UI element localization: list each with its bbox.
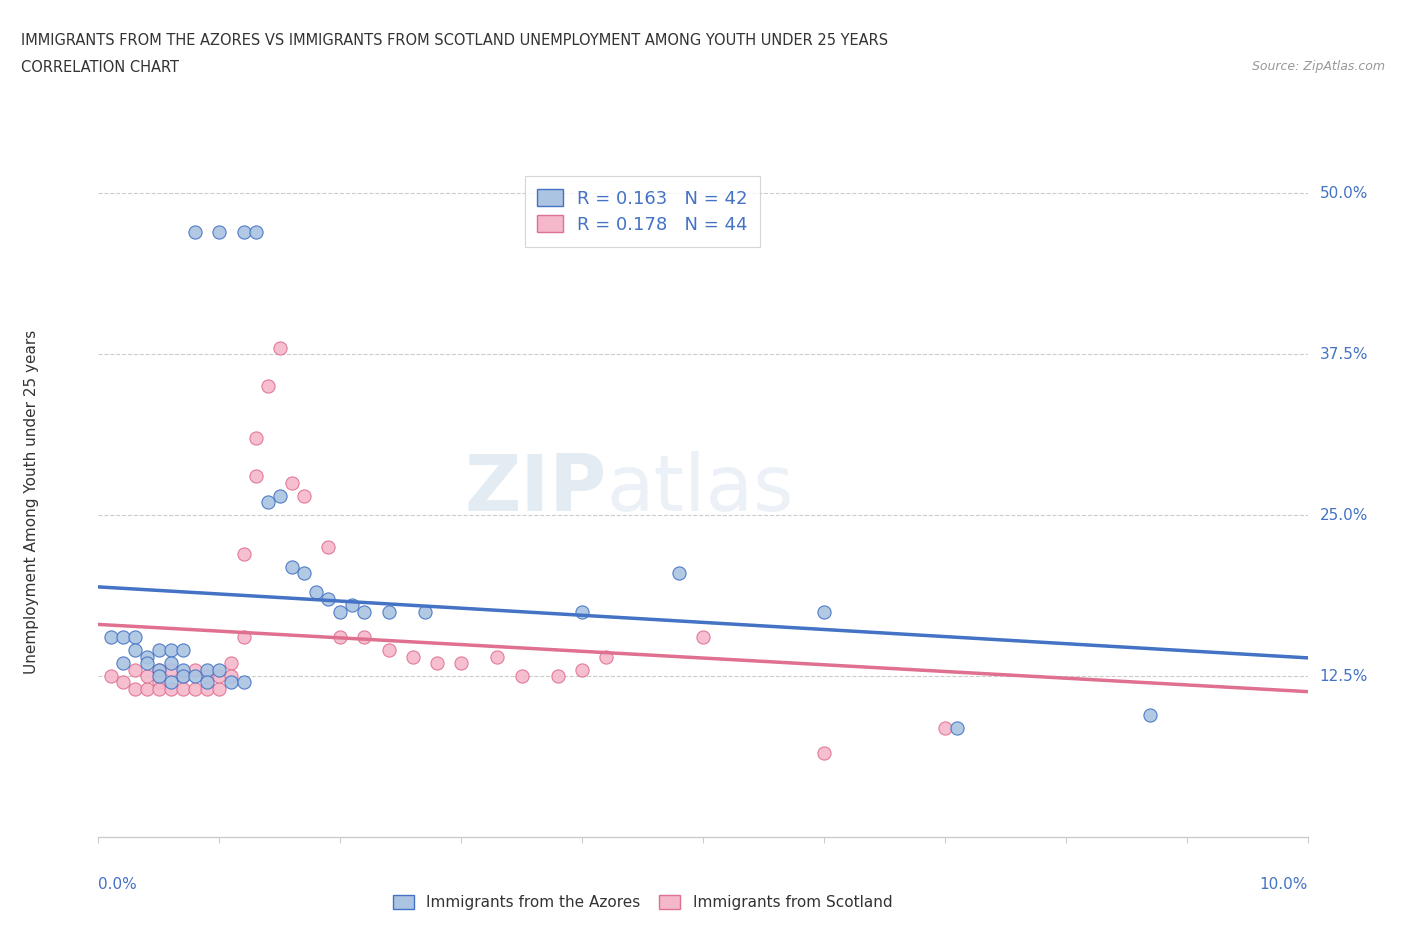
Point	[281, 559, 304, 574]
Text: Unemployment Among Youth under 25 years: Unemployment Among Youth under 25 years	[24, 330, 39, 674]
Point	[148, 675, 170, 690]
Point	[329, 630, 352, 644]
Point	[353, 604, 375, 619]
Point	[813, 604, 835, 619]
Point	[195, 662, 218, 677]
Point	[100, 630, 122, 644]
Point	[232, 224, 254, 239]
Point	[135, 656, 157, 671]
Text: ZIP: ZIP	[464, 451, 606, 526]
Point	[172, 669, 194, 684]
Point	[184, 669, 207, 684]
Text: 37.5%: 37.5%	[1320, 347, 1368, 362]
Point	[305, 585, 328, 600]
Point	[269, 340, 291, 355]
Point	[245, 431, 267, 445]
Point	[195, 675, 218, 690]
Point	[342, 598, 364, 613]
Point	[232, 546, 254, 561]
Point	[486, 649, 509, 664]
Point	[208, 662, 231, 677]
Point	[402, 649, 425, 664]
Point	[111, 656, 134, 671]
Text: 25.0%: 25.0%	[1320, 508, 1368, 523]
Point	[160, 656, 183, 671]
Point	[148, 669, 170, 684]
Point	[195, 682, 218, 697]
Point	[316, 591, 339, 606]
Point	[547, 669, 569, 684]
Point	[124, 662, 146, 677]
Point	[329, 604, 352, 619]
Point	[413, 604, 436, 619]
Point	[172, 662, 194, 677]
Point	[172, 682, 194, 697]
Point	[377, 604, 399, 619]
Point	[160, 643, 183, 658]
Point	[232, 630, 254, 644]
Text: 10.0%: 10.0%	[1260, 877, 1308, 892]
Point	[245, 224, 267, 239]
Point	[124, 643, 146, 658]
Point	[571, 604, 593, 619]
Point	[377, 643, 399, 658]
Point	[595, 649, 617, 664]
Point	[221, 669, 243, 684]
Point	[124, 682, 146, 697]
Point	[208, 669, 231, 684]
Point	[316, 539, 339, 554]
Point	[292, 488, 315, 503]
Point	[450, 656, 472, 671]
Point	[292, 565, 315, 580]
Point	[426, 656, 449, 671]
Text: Source: ZipAtlas.com: Source: ZipAtlas.com	[1251, 60, 1385, 73]
Point	[510, 669, 533, 684]
Point	[256, 495, 278, 510]
Point	[184, 662, 207, 677]
Point	[148, 682, 170, 697]
Point	[208, 682, 231, 697]
Legend: Immigrants from the Azores, Immigrants from Scotland: Immigrants from the Azores, Immigrants f…	[387, 889, 898, 916]
Text: 0.0%: 0.0%	[98, 877, 138, 892]
Text: IMMIGRANTS FROM THE AZORES VS IMMIGRANTS FROM SCOTLAND UNEMPLOYMENT AMONG YOUTH : IMMIGRANTS FROM THE AZORES VS IMMIGRANTS…	[21, 33, 889, 47]
Point	[135, 669, 157, 684]
Point	[195, 669, 218, 684]
Point	[813, 746, 835, 761]
Point	[148, 643, 170, 658]
Point	[135, 682, 157, 697]
Point	[124, 630, 146, 644]
Text: 50.0%: 50.0%	[1320, 186, 1368, 201]
Point	[135, 649, 157, 664]
Point	[208, 224, 231, 239]
Point	[148, 662, 170, 677]
Point	[934, 720, 956, 735]
Point	[160, 675, 183, 690]
Point	[256, 379, 278, 393]
Text: 12.5%: 12.5%	[1320, 669, 1368, 684]
Point	[111, 675, 134, 690]
Point	[221, 656, 243, 671]
Point	[245, 469, 267, 484]
Point	[172, 669, 194, 684]
Text: CORRELATION CHART: CORRELATION CHART	[21, 60, 179, 75]
Point	[946, 720, 969, 735]
Point	[353, 630, 375, 644]
Point	[1139, 707, 1161, 722]
Point	[184, 224, 207, 239]
Point	[668, 565, 690, 580]
Point	[172, 643, 194, 658]
Point	[232, 675, 254, 690]
Point	[269, 488, 291, 503]
Point	[571, 662, 593, 677]
Point	[221, 675, 243, 690]
Text: atlas: atlas	[606, 451, 794, 526]
Point	[148, 662, 170, 677]
Point	[160, 662, 183, 677]
Point	[111, 630, 134, 644]
Point	[281, 475, 304, 490]
Point	[692, 630, 714, 644]
Point	[100, 669, 122, 684]
Point	[184, 682, 207, 697]
Point	[160, 682, 183, 697]
